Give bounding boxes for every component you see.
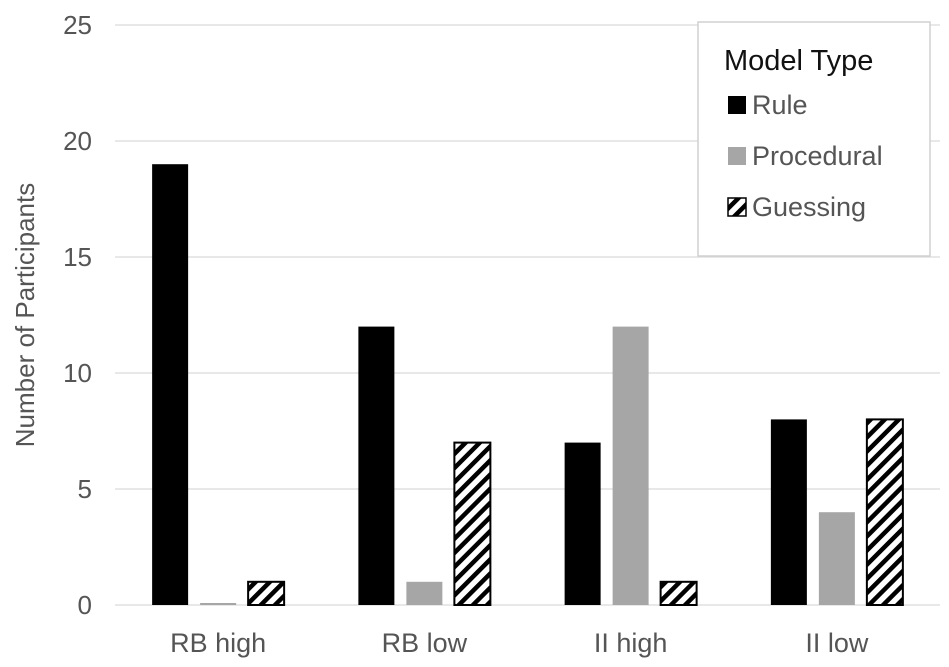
bar-rule: [770, 419, 807, 605]
bars: [152, 164, 904, 606]
y-tick-label: 15: [63, 242, 92, 272]
legend-label-guessing: Guessing: [752, 192, 866, 222]
y-tick-label: 25: [63, 10, 92, 40]
x-axis-categories: RB high RB low II high II low: [170, 628, 869, 658]
bar-procedural: [818, 512, 855, 605]
x-category-label: II high: [594, 628, 668, 658]
legend: Model Type Rule Procedural Guessing: [697, 21, 931, 257]
bar-procedural: [612, 326, 649, 605]
bar-guessing: [247, 580, 286, 606]
y-tick-label: 0: [78, 590, 92, 620]
legend-swatch-guessing: [727, 197, 747, 217]
bar-rule: [152, 164, 189, 605]
bar-guessing: [453, 441, 492, 606]
bar-guessing: [659, 580, 698, 606]
bar-rule: [358, 326, 395, 605]
y-axis-ticks: 0 5 10 15 20 25: [63, 10, 92, 620]
x-category-label: RB low: [382, 628, 468, 658]
bar-guessing: [865, 418, 904, 606]
legend-label-rule: Rule: [752, 90, 808, 120]
bar-procedural: [200, 603, 237, 605]
legend-swatch-procedural: [728, 147, 746, 165]
legend-label-procedural: Procedural: [752, 141, 883, 171]
x-category-label: RB high: [170, 628, 266, 658]
x-category-label: II low: [805, 628, 869, 658]
y-axis-label: Number of Participants: [10, 183, 40, 447]
bar-procedural: [406, 581, 443, 605]
y-tick-label: 10: [63, 358, 92, 388]
legend-title: Model Type: [724, 45, 873, 77]
y-tick-label: 20: [63, 126, 92, 156]
legend-swatch-rule: [728, 96, 746, 114]
y-tick-label: 5: [78, 474, 92, 504]
bar-rule: [564, 442, 601, 605]
legend-box: [697, 21, 931, 257]
